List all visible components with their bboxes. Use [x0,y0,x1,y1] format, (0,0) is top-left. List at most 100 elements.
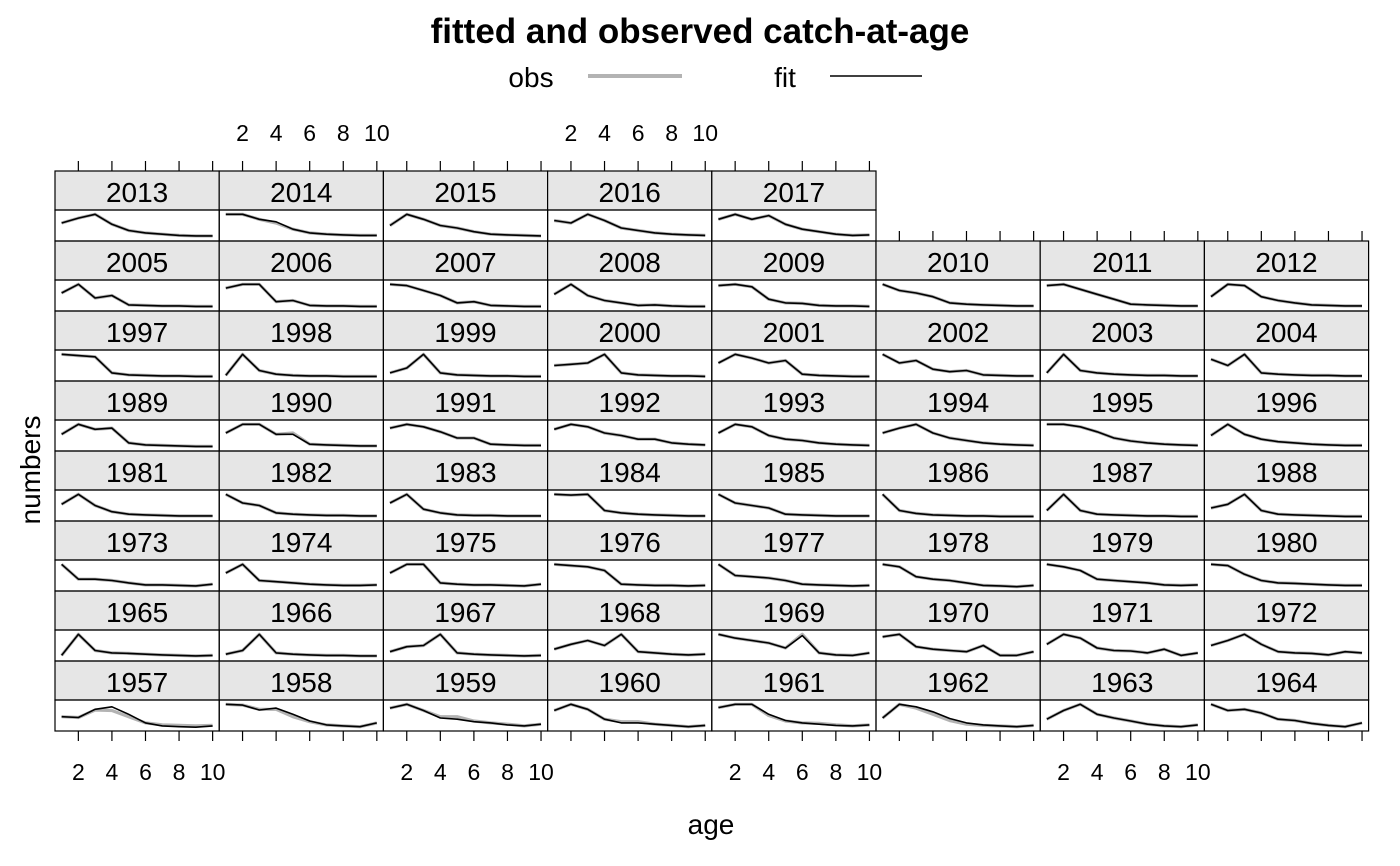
series-fit-1983 [389,493,541,517]
series-obs-1991 [389,422,541,447]
panel-1989: 1989 [54,380,220,452]
series-obs-1997 [61,352,213,378]
series-fit-2002 [882,353,1034,377]
series-fit-1959 [389,703,542,727]
strip-label-1958: 1958 [270,667,332,698]
series-obs-1987 [1045,492,1198,519]
strip-label-2006: 2006 [270,247,332,278]
panel-grid: 1957 1958 1959 1960 1961 1962 1963 1964 1965 1966… [54,170,1370,732]
tick-label: 6 [467,759,480,785]
tick-label: 4 [598,120,611,146]
strip-label-1994: 1994 [927,387,989,418]
series-obs-1974 [225,562,377,588]
panel-1995: 1995 [1039,380,1205,452]
panel-1966: 1966 [218,590,384,662]
tick-label: 10 [364,120,390,146]
series-obs-1961 [718,702,870,728]
strip-1967 [382,590,549,631]
series-fit-1974 [225,563,377,587]
strip-2000 [546,310,713,351]
series-obs-1989 [60,422,213,448]
panel-1986: 1986 [875,450,1041,522]
panel-1988: 1988 [1203,450,1370,522]
panel-2002: 2002 [875,310,1041,382]
strip-1964 [1203,660,1370,701]
panel-2012: 2012 [1203,240,1370,312]
strip-2007 [382,240,549,281]
strip-label-2004: 2004 [1255,317,1317,348]
series-fit-2004 [1210,353,1362,377]
strip-label-2015: 2015 [434,177,496,208]
strip-label-2005: 2005 [106,247,168,278]
strip-1972 [1203,590,1370,631]
tick-label: 8 [829,759,842,785]
panel-1964: 1964 [1203,660,1370,732]
series-obs-1992 [553,422,706,447]
strip-label-1984: 1984 [599,457,661,488]
strip-2012 [1203,240,1370,281]
series-obs-2004 [1210,352,1362,378]
series-obs-1984 [554,492,706,518]
strip-label-2007: 2007 [434,247,496,278]
panel-2006: 2006 [218,240,384,312]
series-obs-1995 [1046,422,1198,447]
strip-label-2001: 2001 [763,317,825,348]
strip-2016 [546,170,713,211]
panel-1961: 1961 [711,660,877,732]
plot-frame-2012 [1203,279,1370,312]
series-obs-1958 [225,702,378,729]
series-fit-1984 [554,493,706,517]
chart-title: fitted and observed catch-at-age [431,12,970,51]
panel-1980: 1980 [1203,520,1370,592]
tick-label: 6 [139,759,152,785]
strip-label-2000: 2000 [599,317,661,348]
tick-label: 8 [337,120,350,146]
strip-label-1975: 1975 [434,527,496,558]
strip-label-1981: 1981 [106,457,168,488]
strip-label-1964: 1964 [1255,667,1317,698]
series-fit-2013 [61,213,213,237]
panel-1996: 1996 [1203,380,1370,452]
strip-1981 [54,450,220,491]
series-fit-1990 [225,423,377,447]
series-obs-1983 [389,492,541,518]
series-fit-2007 [389,283,541,308]
tick-label: 6 [796,759,809,785]
panel-1960: 1960 [546,660,713,732]
strip-2008 [546,240,713,281]
strip-label-1989: 1989 [106,387,168,418]
series-fit-1980 [1210,563,1362,587]
series-fit-1966 [225,633,377,657]
series-fit-1994 [882,423,1034,447]
tick-label: 8 [665,120,678,146]
strip-label-1986: 1986 [927,457,989,488]
strip-label-1993: 1993 [763,387,825,418]
strip-2004 [1203,310,1370,351]
panel-1981: 1981 [54,450,220,522]
series-obs-1985 [717,492,870,518]
strip-1985 [711,450,877,491]
strip-label-1966: 1966 [270,597,332,628]
series-fit-2012 [1210,283,1362,307]
strip-label-1998: 1998 [270,317,332,348]
series-fit-1963 [1046,703,1198,728]
panel-1963: 1963 [1039,660,1205,732]
strip-label-1961: 1961 [763,667,825,698]
plot-frame-1988 [1203,489,1370,522]
strip-label-2016: 2016 [599,177,661,208]
series-fit-1957 [61,705,213,729]
strip-label-1972: 1972 [1255,597,1317,628]
tick-label: 4 [270,120,283,146]
series-obs-1988 [1210,492,1362,519]
series-obs-2002 [881,352,1034,378]
series-fit-2005 [61,283,213,308]
panel-2007: 2007 [382,240,549,312]
series-fit-1999 [389,353,541,378]
strip-label-1979: 1979 [1091,527,1153,558]
series-fit-1967 [389,633,542,657]
series-fit-1986 [882,493,1034,518]
panel-2015: 2015 [382,170,549,242]
series-obs-1978 [882,562,1034,589]
series-fit-2014 [225,213,377,237]
panel-2017: 2017 [711,170,877,242]
